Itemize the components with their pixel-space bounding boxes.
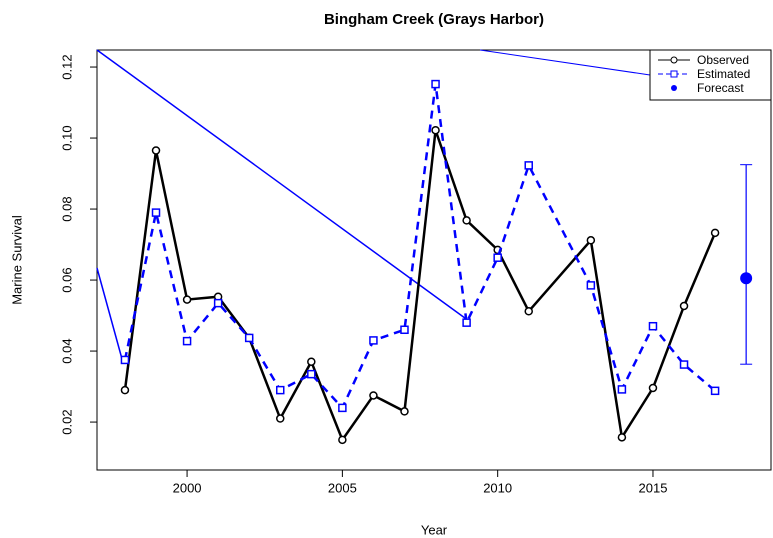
legend-marker bbox=[670, 56, 678, 64]
stray-lines bbox=[96, 49, 651, 360]
x-tick-label: 2000 bbox=[173, 480, 202, 495]
forecast-point bbox=[740, 272, 753, 285]
x-tick-label: 2005 bbox=[328, 480, 357, 495]
y-tick-label: 0.12 bbox=[59, 54, 74, 79]
legend-label: Forecast bbox=[697, 81, 744, 95]
point bbox=[586, 236, 596, 245]
y-tick-label: 0.10 bbox=[59, 125, 74, 150]
y-tick-label: 0.08 bbox=[59, 196, 74, 221]
point bbox=[151, 208, 161, 217]
stray-line bbox=[479, 49, 651, 76]
y-tick-label: 0.04 bbox=[59, 338, 74, 363]
point bbox=[120, 385, 130, 395]
point bbox=[679, 360, 689, 369]
point bbox=[617, 433, 627, 442]
point bbox=[369, 391, 378, 400]
point bbox=[338, 403, 347, 413]
legend-box bbox=[649, 49, 772, 101]
series-line bbox=[123, 83, 716, 411]
point bbox=[120, 355, 130, 365]
point bbox=[182, 295, 192, 304]
point bbox=[369, 336, 378, 345]
point bbox=[213, 298, 223, 308]
point bbox=[244, 333, 254, 343]
x-axis-label: Year bbox=[421, 522, 448, 537]
legend-label: Observed bbox=[697, 53, 749, 67]
point bbox=[431, 79, 440, 89]
point bbox=[276, 414, 285, 423]
x-tick-label: 2010 bbox=[483, 480, 512, 495]
plot-frame bbox=[96, 49, 772, 471]
stray-line bbox=[96, 267, 123, 360]
point bbox=[710, 386, 720, 396]
point bbox=[462, 216, 471, 225]
y-tick-label: 0.02 bbox=[59, 409, 74, 434]
point bbox=[710, 228, 720, 238]
point bbox=[493, 253, 502, 262]
legend-marker bbox=[670, 70, 678, 78]
point bbox=[679, 301, 689, 311]
point bbox=[617, 385, 627, 394]
point bbox=[524, 307, 533, 316]
point bbox=[586, 281, 596, 290]
y-axis-label: Marine Survival bbox=[9, 215, 24, 305]
point bbox=[648, 321, 658, 331]
x-tick-label: 2015 bbox=[639, 480, 668, 495]
y-tick-label: 0.06 bbox=[59, 267, 74, 292]
point bbox=[307, 369, 316, 379]
legend-marker bbox=[671, 85, 677, 91]
stray-line bbox=[96, 49, 470, 322]
point bbox=[462, 318, 471, 327]
point bbox=[182, 336, 192, 346]
legend-label: Estimated bbox=[697, 67, 750, 81]
point bbox=[400, 407, 409, 416]
chart-title: Bingham Creek (Grays Harbor) bbox=[324, 11, 544, 28]
point bbox=[151, 146, 161, 155]
point bbox=[431, 125, 440, 135]
point bbox=[524, 161, 533, 170]
point bbox=[400, 325, 409, 335]
point bbox=[648, 383, 658, 393]
point bbox=[307, 357, 316, 366]
point bbox=[276, 385, 285, 395]
point bbox=[338, 435, 347, 445]
